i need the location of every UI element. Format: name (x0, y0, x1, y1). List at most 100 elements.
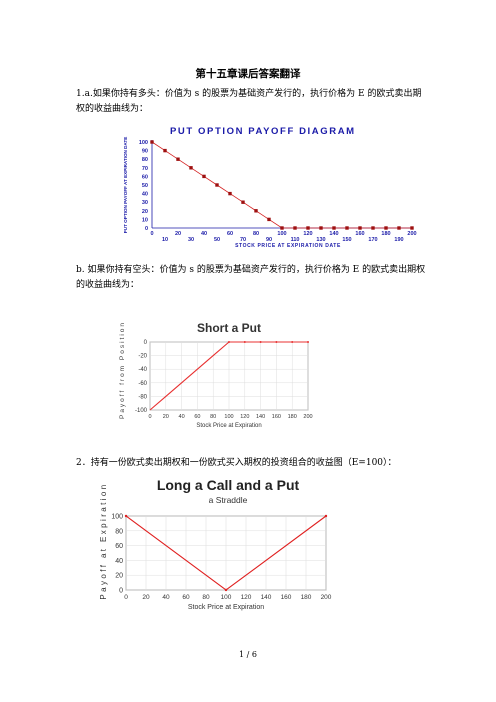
y-tick-label: 90 (142, 149, 148, 155)
y-tick-label: 60 (142, 174, 148, 180)
y-axis-label: PUT OPTION PAYOFF AT EXPIRATION DATE (123, 137, 128, 234)
y-tick-label: 10 (142, 217, 148, 223)
x-tick-label: 160 (281, 594, 292, 601)
data-point (324, 514, 328, 518)
y-tick-label: 100 (111, 514, 123, 521)
payoff-line (151, 141, 412, 229)
data-point (228, 191, 232, 196)
x-tick-label: 80 (210, 414, 216, 420)
x-tick-label: 200 (303, 414, 312, 420)
x-tick-label: 0 (124, 594, 128, 601)
y-tick-label: 50 (142, 183, 148, 189)
x-tick-label: 20 (142, 594, 150, 601)
data-point (215, 183, 219, 187)
y-tick-label: 60 (115, 543, 123, 550)
x-tick-label: 80 (202, 594, 210, 601)
x-tick-label: 180 (381, 231, 390, 237)
chart-title: Long a Call and a Put (157, 477, 300, 493)
data-point (293, 226, 297, 230)
x-tick-label: 60 (194, 414, 200, 420)
y-tick-label: -20 (138, 354, 147, 360)
data-point (332, 226, 336, 230)
y-tick-label: -60 (138, 381, 147, 387)
page-title: 第十五章课后答案翻译 (195, 68, 301, 80)
data-point (228, 341, 230, 343)
x-tick-label: 180 (301, 594, 312, 601)
x-tick-label: 200 (407, 231, 416, 237)
chart-title: PUT OPTION PAYOFF DIAGRAM (170, 126, 356, 137)
y-tick-label: 40 (115, 558, 123, 565)
x-tick-label: 120 (241, 594, 252, 601)
data-point (345, 226, 349, 230)
data-point (189, 166, 193, 170)
x-tick-label: 120 (240, 414, 249, 420)
y-tick-label: 100 (139, 140, 148, 146)
data-point (224, 588, 228, 592)
data-point (254, 209, 258, 213)
x-tick-label: 30 (188, 237, 194, 243)
x-tick-label: 0 (150, 231, 153, 237)
x-tick-label: 90 (266, 237, 272, 243)
x-tick-label: 190 (394, 237, 403, 243)
x-tick-label: 160 (355, 231, 364, 237)
data-point (397, 226, 401, 230)
y-tick-label: 30 (142, 200, 148, 206)
y-tick-label: 0 (119, 588, 123, 595)
x-tick-label: 10 (162, 237, 168, 243)
data-point (202, 174, 206, 179)
x-tick-label: 20 (175, 231, 181, 237)
x-tick-label: 120 (303, 231, 312, 237)
x-tick-label: 180 (288, 414, 297, 420)
data-point (241, 200, 245, 204)
x-tick-label: 100 (224, 414, 233, 420)
x-tick-label: 40 (162, 594, 170, 601)
y-tick-label: 0 (144, 340, 148, 346)
data-point (319, 226, 323, 230)
x-tick-label: 170 (368, 237, 377, 243)
x-axis-label: Stock Price at Expiration (188, 604, 264, 611)
chart-title: Short a Put (197, 321, 261, 335)
x-tick-label: 40 (179, 414, 185, 420)
put-payoff-chart: PUT OPTION PAYOFF DIAGRAM 0 10 20 30 40 50 60 70… (123, 126, 417, 249)
data-point (291, 341, 294, 343)
data-point (306, 226, 310, 230)
y-tick-label: -80 (138, 394, 147, 400)
y-tick-label: -40 (138, 367, 147, 373)
x-tick-label: 20 (163, 414, 169, 420)
data-point (176, 157, 180, 161)
data-point (275, 341, 278, 343)
x-tick-label: 110 (291, 237, 300, 243)
x-tick-label: 70 (240, 237, 246, 243)
y-tick-label: 80 (115, 528, 123, 535)
data-point (371, 226, 375, 230)
page-number: 1 / 6 (239, 650, 257, 659)
y-axis-label: Payoff from Position (119, 321, 126, 419)
y-tick-label: 80 (142, 157, 148, 163)
data-point (358, 226, 362, 230)
data-point (267, 217, 271, 222)
x-tick-label: 100 (277, 231, 286, 237)
x-axis-label: STOCK PRICE AT EXPIRATION DATE (235, 243, 341, 249)
x-tick-label: 40 (201, 231, 207, 237)
x-tick-label: 60 (227, 231, 233, 237)
data-point (163, 148, 167, 153)
data-point (410, 226, 414, 230)
x-axis-label: Stock Price at Expiration (196, 423, 261, 429)
y-tick-label: -100 (135, 408, 148, 414)
x-tick-label: 50 (214, 237, 220, 243)
question-1a-text: 1.a.如果你持有多头：价值为 s 的股票为基础资产发行的，执行价格为 E 的欧… (76, 89, 422, 114)
data-point (243, 341, 246, 343)
chart-subtitle: a Straddle (209, 495, 248, 505)
x-tick-label: 140 (256, 414, 265, 420)
x-tick-label: 160 (272, 414, 281, 420)
y-tick-label: 0 (145, 226, 148, 232)
y-tick-label: 40 (142, 192, 148, 198)
x-tick-label: 60 (182, 594, 190, 601)
question-1b-text: b. 如果你持有空头：价值为 s 的股票为基础资产发行的，执行价格为 E 的欧式… (76, 265, 426, 290)
straddle-chart: Long a Call and a Put a Straddle 0 20 40 60 80… (99, 477, 332, 611)
x-tick-label: 140 (261, 594, 272, 601)
data-point (307, 341, 309, 343)
data-point (280, 226, 284, 230)
data-point (150, 140, 154, 144)
